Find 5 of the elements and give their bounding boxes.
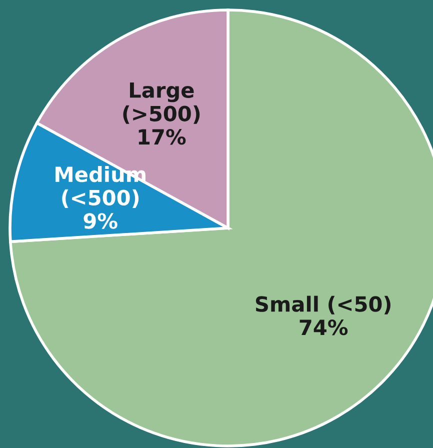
data-label: 74% — [300, 319, 348, 336]
slice-label: Small (<50) — [256, 296, 390, 314]
data-label: 9% — [84, 213, 118, 229]
slice-label: Large (>500) — [123, 82, 200, 124]
data-label: 17% — [138, 129, 186, 145]
